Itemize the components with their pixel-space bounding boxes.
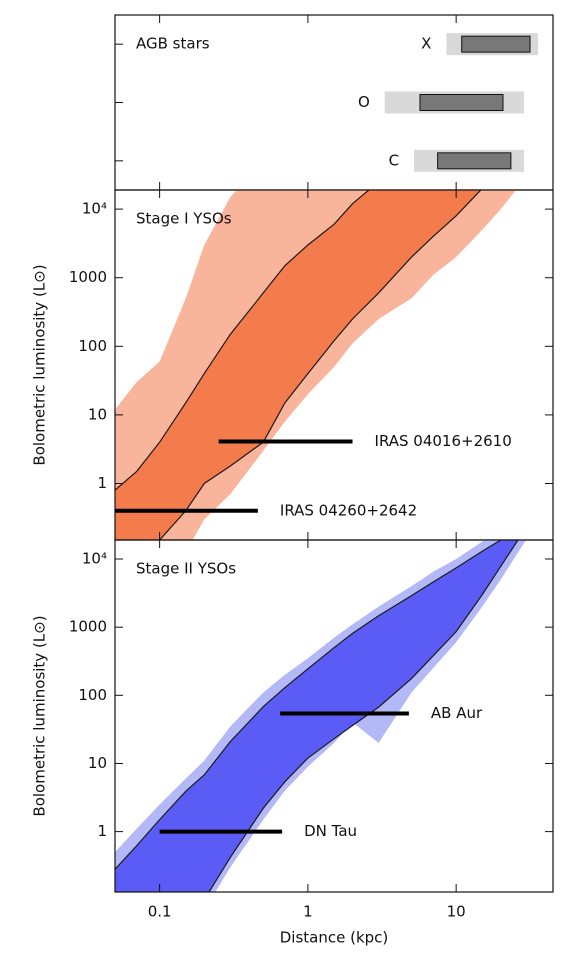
panel (115, 190, 517, 540)
band-area (115, 190, 481, 540)
panel-title: Stage I YSOs (136, 210, 232, 228)
source-label: AB Aur (431, 704, 483, 722)
source-label: DN Tau (304, 822, 357, 840)
y-tick-label: 10 (88, 405, 107, 423)
x-tick-label: 1 (303, 903, 313, 921)
category-label: X (421, 35, 431, 53)
range-box (461, 35, 531, 53)
range-box (437, 152, 512, 170)
y-axis-label: Bolometric luminosity (L⊙) (31, 264, 49, 465)
y-tick-label: 10⁴ (82, 549, 107, 567)
category-label: C (389, 151, 399, 169)
y-tick-label: 10 (88, 754, 107, 772)
range-box (419, 94, 504, 111)
band-edge (115, 540, 502, 870)
source-label: IRAS 04260+2642 (280, 501, 417, 519)
y-tick-label: 100 (78, 686, 107, 704)
y-tick-label: 1 (97, 822, 107, 840)
y-axis-label: Bolometric luminosity (L⊙) (31, 615, 49, 816)
panel-frame (114, 539, 554, 893)
y-tick-label: 1000 (69, 618, 107, 636)
source-label: IRAS 04016+2610 (375, 432, 512, 450)
panel-title: AGB stars (136, 35, 210, 53)
band-edge (115, 190, 370, 491)
x-tick-label: 0.1 (148, 903, 172, 921)
panel (384, 33, 539, 172)
x-tick-label: 10 (447, 903, 466, 921)
y-tick-label: 10⁴ (82, 200, 107, 218)
y-tick-label: 1000 (69, 268, 107, 286)
x-axis-label: Distance (kpc) (280, 929, 389, 947)
y-tick-label: 100 (78, 337, 107, 355)
y-tick-label: 1 (97, 474, 107, 492)
band-area (115, 540, 519, 892)
category-label: O (358, 93, 370, 111)
band-edge (208, 540, 519, 892)
panel (115, 540, 526, 892)
panel-title: Stage II YSOs (136, 560, 236, 578)
